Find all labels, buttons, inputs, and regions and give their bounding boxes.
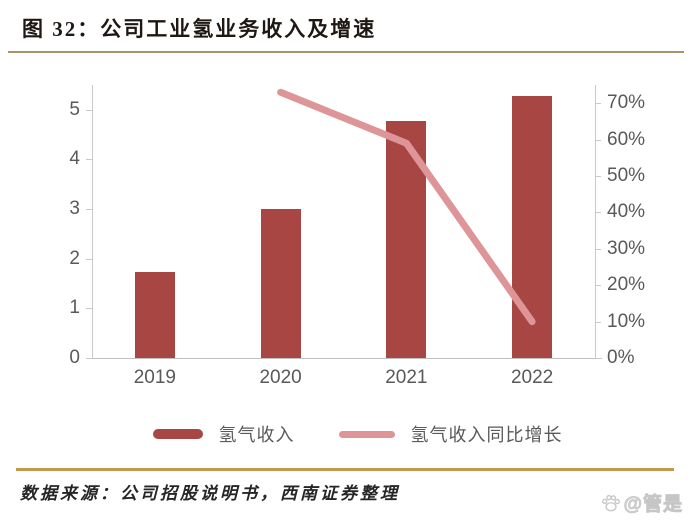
right-axis-tick [595, 176, 601, 177]
left-axis-tick [86, 358, 92, 359]
left-axis-tick [86, 109, 92, 111]
left-axis-label: 3 [69, 198, 80, 220]
bar-2020 [260, 209, 301, 358]
source-note: 数据来源：公司招股说明书，西南证券整理 [20, 484, 400, 503]
left-axis-tick [86, 308, 92, 310]
right-axis-label: 50% [607, 165, 646, 186]
left-axis-tick [86, 209, 92, 211]
right-axis-tick [595, 321, 601, 323]
left-axis-line [92, 85, 93, 358]
legend-line-label: 氢气收入同比增长 [410, 425, 563, 445]
right-axis-tick [595, 103, 601, 105]
legend-bar-label: 氢气收入 [218, 425, 295, 445]
left-axis-label: 2 [69, 247, 80, 269]
legend-line-swatch [338, 430, 395, 438]
right-axis-tick [595, 248, 601, 250]
right-axis-line [595, 85, 596, 358]
watermark: @管是 [601, 489, 683, 516]
source-divider [16, 468, 674, 471]
right-axis-label: 30% [607, 237, 646, 259]
chart-legend: 氢气收入 氢气收入同比增长 [12, 421, 691, 447]
right-axis-label: 40% [607, 201, 646, 223]
x-axis-label: 2020 [259, 367, 302, 388]
x-axis-label: 2019 [133, 367, 177, 388]
figure-title: 图 32：公司工业氢业务收入及增速 [22, 17, 377, 41]
right-axis-label: 0% [607, 347, 635, 368]
watermark-text: @管是 [623, 494, 683, 516]
paw-icon [601, 493, 621, 513]
right-axis-label: 20% [607, 274, 646, 296]
left-axis-label: 4 [69, 148, 80, 170]
x-axis-label: 2021 [385, 367, 428, 388]
right-axis-tick [595, 285, 601, 287]
left-axis-label: 0 [69, 347, 80, 368]
left-axis-label: 1 [69, 297, 80, 319]
bar-2019 [134, 272, 175, 358]
left-axis-tick [86, 159, 92, 161]
left-axis-label: 5 [69, 98, 80, 120]
left-axis-tick [86, 258, 92, 260]
right-axis-label: 60% [607, 128, 646, 150]
title-divider [8, 51, 684, 53]
bar-2022 [512, 95, 553, 358]
x-axis-line [92, 358, 602, 359]
growth-line [277, 88, 536, 326]
right-axis-tick [595, 212, 601, 214]
x-axis-label: 2022 [510, 367, 554, 388]
right-axis-tick [595, 139, 601, 141]
right-axis-tick [595, 358, 601, 359]
legend-bar-swatch [152, 429, 203, 439]
right-axis-label: 70% [607, 92, 646, 114]
right-axis-label: 10% [607, 310, 646, 332]
